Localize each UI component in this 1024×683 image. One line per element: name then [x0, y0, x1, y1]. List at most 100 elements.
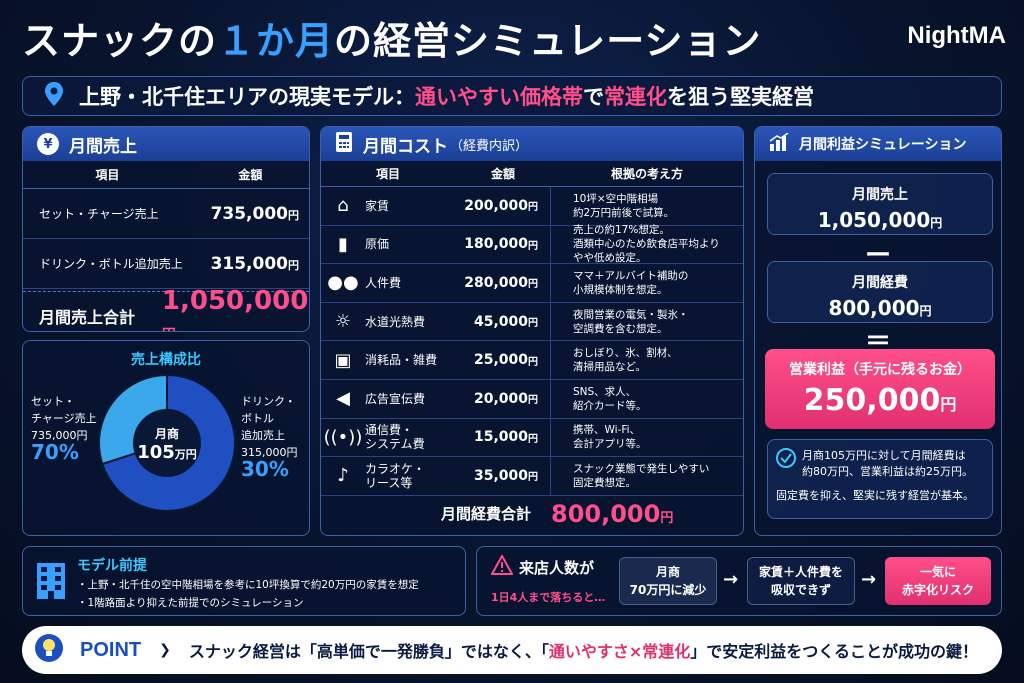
profit-sales-label: 月間売上: [852, 187, 908, 203]
cost-item: 原価: [365, 237, 390, 252]
table-row: ドリンク・ボトル追加売上 315,000円: [23, 239, 309, 289]
right-label2: ボトル: [241, 412, 274, 425]
cost-col-item: 項目: [375, 167, 400, 181]
operating-profit-box: 営業利益（手元に残るお金） 250,000円: [765, 349, 995, 429]
sales-col-item: 項目: [95, 168, 120, 182]
warning-icon: [490, 553, 514, 579]
cost-amount: 20,000 円: [455, 379, 551, 418]
right-label3: 追加売上: [241, 429, 285, 442]
risk-step1: 月商 70万円に減少: [619, 557, 717, 605]
cost-amount: 25,000 円: [455, 341, 551, 379]
model-line1: ・上野・北千住の空中階相場を参考に10坪換算で約20万円の家賃を想定: [77, 579, 419, 591]
brand-logo: NightMA: [907, 22, 1006, 49]
subtitle-bar: 上野・北千住エリアの現実モデル：通いやすい価格帯で常連化を狙う堅実経営: [22, 76, 1002, 116]
bottle-icon: ▮: [338, 233, 348, 255]
chevron-right-icon: ❯: [159, 642, 171, 658]
cost-table-body: ⌂ 家賃 200,000 円 10坪×空中階相場 約2万円前後で試算。 ▮ 原価 180,000…: [321, 187, 743, 496]
note-line2: 約80万円、営業利益は約25万円。: [802, 465, 973, 478]
table-row: ▣ 消耗品・雑費 25,000 円おしぼり、氷、割材、 清掃用品など。: [321, 341, 743, 380]
right-label1: ドリンク・: [241, 395, 296, 408]
risk-sub: 1日4人まで落ちると…: [491, 591, 606, 604]
risk-step1-a: 月商: [655, 565, 680, 579]
table-row: ◀ 広告宣伝費 20,000 円 SNS、求人、 紹介カード等。: [321, 379, 743, 419]
profit-sales-value: 1,050,000円: [817, 208, 943, 232]
sales-panel-header: ¥ 月間売上: [23, 127, 309, 161]
table-row: ((•)) 通信費・ システム費 15,000 円携帯、Wi-Fi、 会計アプリ等。: [321, 418, 743, 458]
point-msg1: スナック経営は「高単価で一発勝負」ではなく、「: [188, 642, 549, 661]
cost-item: 人件費: [365, 275, 402, 290]
arrow-right-icon: →: [723, 569, 739, 590]
table-row: ⌂ 家賃 200,000 円 10坪×空中階相場 約2万円前後で試算。: [321, 187, 743, 226]
right-pct: 30%: [241, 457, 289, 481]
risk-step1-b: 70万円に減少: [629, 583, 707, 597]
operating-profit-value: 250,000円: [803, 383, 957, 418]
left-pct: 70%: [31, 440, 79, 464]
table-row: ☼ 水道光熱費 45,000 円夜間営業の電気・製氷・ 空調費を含む想定。: [321, 302, 743, 342]
cost-col-basis: 根拠の考え方: [610, 167, 683, 181]
cost-total-label: 月間経費合計: [440, 505, 531, 524]
model-premise-box: モデル前提 ・上野・北千住の空中階相場を参考に10坪換算で約20万円の家賃を想定…: [22, 546, 466, 616]
right-amount: 315,000円: [241, 446, 298, 459]
cost-table-header: 項目 金額 根拠の考え方: [321, 161, 743, 187]
title-part2: の経営シミュレーション: [334, 19, 762, 63]
antenna-icon: ((•)): [323, 426, 363, 448]
table-row: ▮ 原価 180,000 円売上の約17%想定。 酒類中心のため飲食店平均より やや低め設…: [321, 224, 743, 264]
cost-basis: スナック業態で発生しやすい 固定費想定。: [573, 462, 710, 489]
risk-box: 来店人数が 1日4人まで落ちると… 月商 70万円に減少 → 家賃＋人件費を 吸…: [476, 546, 1002, 616]
sales-heading: 月間売上: [69, 136, 137, 157]
cost-amount: 200,000 円: [455, 187, 551, 225]
cost-item: 消耗品・雑費: [365, 353, 438, 368]
model-line2: ・1階路面より抑えた前提でのシミュレーション: [77, 597, 304, 609]
subtitle-pink1: 通いやすい価格帯: [415, 85, 583, 109]
profit-note: 月商105万円に対して月間経費は 約80万円、営業利益は約25万円。 固定費を抑…: [767, 439, 993, 519]
risk-step2-b: 吸収できず: [770, 583, 831, 597]
note-line1: 月商105万円に対して月間経費は: [802, 449, 966, 462]
note-line3: 固定費を抑え、堅実に残す経営が基本。: [776, 489, 974, 502]
sales-total-value: 1,050,000円: [161, 285, 309, 332]
profit-cost-label: 月間経費: [852, 275, 908, 291]
donut-left-legend: セット・ チャージ売上 735,000円 70%: [31, 393, 97, 464]
house-icon: ⌂: [337, 195, 349, 217]
arrow-right-icon: →: [861, 569, 877, 590]
composition-panel: 売上構成比 月商 105万円 セット・ チャージ売上 735,000円 70% …: [22, 340, 310, 536]
subtitle-part3: を狙う堅実経営: [667, 85, 814, 109]
profit-cost-box: 月間経費 800,000円: [767, 261, 993, 323]
cost-heading-sub: （経費内訳）: [450, 138, 529, 154]
sales-item: セット・チャージ売上: [39, 207, 159, 221]
cost-amount: 45,000 円: [455, 302, 551, 341]
cost-amount: 180,000 円: [455, 225, 551, 264]
point-pink: 通いやすさ×常連化: [548, 642, 691, 661]
sales-amount: 735,000円: [210, 203, 299, 224]
cost-item: 家賃: [365, 198, 390, 213]
point-bar: POINT ❯ スナック経営は「高単価で一発勝負」ではなく、「通いやすさ×常連化…: [22, 626, 1002, 674]
profit-panel: 月間利益シミュレーション 月間売上 1,050,000円 ー 月間経費 800,…: [754, 126, 1002, 536]
calculator-icon: [335, 131, 353, 158]
box-icon: ▣: [334, 349, 352, 371]
model-heading: モデル前提: [77, 558, 147, 574]
cost-basis: SNS、求人、 紹介カード等。: [573, 385, 647, 412]
money-bag-icon: ¥: [37, 133, 59, 155]
sales-table-header: 項目 金額: [23, 161, 309, 189]
sales-total-row: 月間売上合計 1,050,000円: [23, 286, 309, 331]
cost-basis: 携帯、Wi-Fi、 会計アプリ等。: [573, 424, 647, 451]
point-message: スナック経営は「高単価で一発勝負」ではなく、「通いやすさ×常連化」で安定利益をつ…: [189, 638, 978, 662]
point-label: POINT: [80, 638, 142, 661]
table-row: ●● 人件費 280,000 円ママ＋アルバイト補助の 小規模体制を想定。: [321, 264, 743, 303]
cost-panel: 月間コスト （経費内訳） 項目 金額 根拠の考え方 ⌂ 家賃 200,000 円 10坪×…: [320, 126, 744, 536]
cost-item: 広告宣伝費: [365, 391, 426, 406]
composition-title: 売上構成比: [131, 352, 201, 368]
megaphone-icon: ◀: [336, 388, 350, 410]
people-icon: ●●: [327, 272, 359, 294]
profit-cost-value: 800,000円: [828, 296, 932, 320]
donut-center: 月商 105万円: [97, 425, 237, 463]
subtitle-text: 上野・北千住エリアの現実モデル：通いやすい価格帯で常連化を狙う堅実経営: [79, 81, 814, 111]
cost-basis: 10坪×空中階相場 約2万円前後で試算。: [573, 192, 675, 219]
cost-amount: 280,000 円: [455, 264, 551, 302]
table-row: セット・チャージ売上 735,000円: [23, 189, 309, 239]
cost-basis: ママ＋アルバイト補助の 小規模体制を想定。: [573, 269, 689, 296]
lightbulb-icon: [34, 633, 64, 667]
cost-item: 水道光熱費: [365, 314, 426, 329]
title-part1: スナックの: [22, 19, 218, 63]
risk-step2: 家賃＋人件費を 吸収できず: [747, 557, 855, 605]
page-title: スナックの１か月の経営シミュレーション: [22, 10, 762, 66]
